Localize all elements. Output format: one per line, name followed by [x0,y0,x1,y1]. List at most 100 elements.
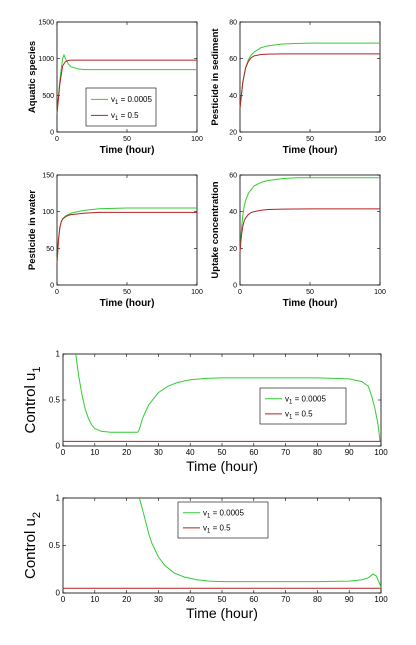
y-axis-label-subscript: 1 [31,367,43,373]
x-tick-label: 50 [123,136,131,143]
y-axis-label: Pesticide in sediment [210,28,221,126]
subplot-5: 0 10 20 30 40 50 60 70 80 90 100 0 0.5 1 Time (hour) Co… [22,350,388,475]
series-line-green [75,353,381,442]
subplot-6: 0 10 20 30 40 50 60 70 80 90 100 0 0.5 1 Time (hour) Co… [22,494,388,622]
legend-entry: v1 = 0.5 [285,409,313,420]
x-tick-label: 70 [281,595,290,604]
x-tick-label: 30 [154,595,163,604]
x-tick-label: 0 [238,136,242,143]
legend-entry: v1 = 0.0005 [285,394,326,405]
y-tick-label: 0 [56,589,61,598]
legend: v1 = 0.0005 v1 = 0.5 [177,501,269,539]
x-tick-label: 100 [191,289,203,296]
x-tick-label: 80 [313,448,322,457]
y-tick-label: 1500 [38,20,54,27]
y-axis-label: Aquatic species [27,41,38,113]
y-tick-label: 0.5 [49,541,61,550]
y-tick-label: 20 [229,130,237,137]
legend-entry: v1 = 0.0005 [111,95,152,106]
series-line-green [239,177,380,253]
legend-entry: v1 = 0.5 [111,111,139,122]
y-tick-label: 60 [229,173,237,180]
y-tick-label: 100 [42,209,54,216]
x-tick-label: 50 [123,289,131,296]
x-tick-label: 50 [218,595,227,604]
y-tick-label: 500 [42,93,54,100]
plot-frame [239,174,381,286]
x-tick-label: 40 [186,595,195,604]
x-tick-label: 60 [249,448,258,457]
subplot-4: 0 50 100 0 20 40 60 Time (hour) Uptake concentra… [210,173,386,310]
y-axis-label: Control u1 [22,367,43,434]
subplot-2: 0 50 100 20 40 60 80 Time (hour) Pesticide in se… [210,20,386,157]
x-axis-label: Time (hour) [100,298,155,309]
x-axis-label: Time (hour) [186,458,258,474]
y-axis-label-subscript: 2 [31,512,43,518]
x-axis-label: Time (hour) [283,298,338,309]
y-tick-label: 0 [50,283,54,290]
y-axis-label: Pesticide in water [27,190,38,271]
y-tick-label: 0 [56,442,61,451]
x-tick-label: 100 [374,136,386,143]
y-axis-label: Control u2 [22,512,43,579]
x-tick-label: 20 [122,595,131,604]
x-tick-label: 70 [281,448,290,457]
x-tick-label: 100 [374,595,388,604]
x-tick-label: 50 [306,289,314,296]
series-line-red [56,211,197,264]
legend-entry: v1 = 0.0005 [203,508,244,519]
x-tick-label: 30 [154,448,163,457]
legend-box [259,387,347,425]
x-tick-label: 0 [55,136,59,143]
y-tick-label: 60 [229,56,237,63]
x-tick-label: 0 [55,289,59,296]
series-line-red [239,53,380,109]
y-tick-label: 50 [46,246,54,253]
series-line-red [239,208,380,253]
x-axis-label: Time (hour) [186,605,258,621]
y-tick-label: 40 [229,209,237,216]
y-tick-label: 1 [56,494,61,503]
y-tick-label: 150 [42,173,54,180]
plot-frame [239,21,381,133]
y-tick-label: 1 [56,350,61,359]
x-tick-label: 0 [61,448,66,457]
legend-box [177,501,269,539]
x-tick-label: 90 [345,448,354,457]
legend-box [85,87,157,127]
x-tick-label: 20 [122,448,131,457]
x-axis-label: Time (hour) [283,145,338,156]
y-tick-label: 80 [229,20,237,27]
x-tick-label: 80 [313,595,322,604]
plot-frame [56,174,198,286]
x-tick-label: 10 [90,595,99,604]
x-tick-label: 100 [191,136,203,143]
x-tick-label: 10 [90,448,99,457]
x-tick-label: 40 [186,448,195,457]
x-tick-label: 90 [345,595,354,604]
y-tick-label: 1000 [38,56,54,63]
series-line-green [138,497,382,588]
y-tick-label: 40 [229,93,237,100]
y-tick-label: 0 [233,283,237,290]
x-tick-label: 50 [218,448,227,457]
y-axis-label: Uptake concentration [210,181,221,278]
x-axis-label: Time (hour) [100,145,155,156]
series-line-green [56,53,197,114]
legend: v1 = 0.0005 v1 = 0.5 [259,387,347,425]
x-tick-label: 50 [306,136,314,143]
subplot-3: 0 50 100 0 50 100 150 Time (hour) Pesticide in w… [27,173,203,310]
x-tick-label: 0 [238,289,242,296]
x-tick-label: 100 [374,289,386,296]
x-tick-label: 100 [374,448,388,457]
legend-entry: v1 = 0.5 [203,523,231,534]
y-tick-label: 20 [229,246,237,253]
x-tick-label: 0 [61,595,66,604]
legend: v1 = 0.0005 v1 = 0.5 [85,87,157,127]
y-tick-label: 0.5 [49,396,61,405]
x-tick-label: 60 [249,595,258,604]
series-line-red [56,59,197,114]
